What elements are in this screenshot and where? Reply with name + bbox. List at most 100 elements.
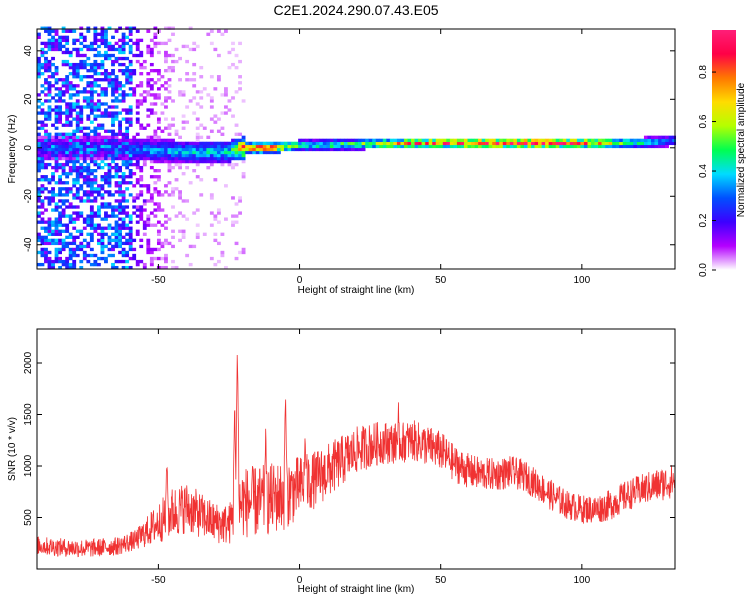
spectrogram-cell [178,238,182,243]
spectrogram-cell [104,175,108,179]
spectrogram-cell [114,150,119,155]
spectrogram-cell [118,126,122,130]
spectrogram-cell [93,262,98,267]
spectrogram-cell [414,144,419,149]
spectrogram-cell [636,138,641,143]
spectrogram-cell [372,144,377,149]
spectrogram-cell [188,156,193,161]
spectrogram-cell [622,141,627,146]
spectrogram-cell [195,90,200,94]
spectrogram-cell [485,141,489,146]
spectrogram-cell [86,165,91,170]
spectrogram-cell [139,190,144,194]
spectrogram-cell [135,232,140,236]
spectrogram-cell [111,253,115,258]
spectrogram-cell [566,144,571,149]
spectrogram-cell [114,132,119,136]
spectrogram-cell [114,138,119,143]
spectrogram-cell [51,56,55,61]
spectrogram-cell [319,138,324,143]
spectrogram-cell [167,126,172,130]
spectrogram-cell [351,138,355,143]
spectrogram-cell [513,138,518,143]
spectrogram-cell [365,141,369,146]
spectrogram-cell [47,259,52,264]
colorbar-label: Normalized spectral amplitude [736,82,747,217]
spectrogram-cell [89,147,94,152]
spectrogram-cell [100,226,105,230]
spectrogram-cell [156,153,161,158]
spectrogram-cell [146,247,151,252]
spectrogram-cell [149,87,154,91]
spectrogram-cell [432,144,437,149]
spectrogram-cell [93,38,98,43]
spectrogram-cell [135,41,140,46]
spectrogram-cell [389,141,394,146]
spectrogram-cell [82,99,87,103]
spectrogram-cell [164,41,168,46]
spectrogram-cell [61,238,66,243]
spectrogram-cell [75,187,80,191]
spectrogram-cell [118,144,122,149]
spectrogram-cell [128,120,133,124]
spectrogram-cell [93,175,98,179]
spectrogram-cell [72,62,77,67]
spectrogram-cell [185,153,190,158]
spectrogram-cell [174,153,179,158]
spectrogram-cell [100,159,105,164]
spectrogram-cell [520,144,525,149]
spectrogram-cell [156,141,161,146]
spectrogram-cell [139,156,144,161]
spectrogram-cell [135,144,140,149]
spectrogram-cell [164,153,168,158]
spectrogram-cell [471,141,475,146]
spectrogram-cell [107,214,112,218]
spectrogram-cell [354,138,359,143]
spectrogram-cell [238,81,242,85]
spectrogram-cell [181,150,186,155]
spectrogram-cell [86,99,91,103]
spectrogram-cell [40,250,45,255]
spectrogram-cell [164,238,168,243]
spectrogram-cell [153,153,158,158]
spectrogram-cell [79,169,84,173]
spectrogram-cell [386,138,391,143]
spectrogram-cell [661,138,666,143]
spectrogram-cell [79,129,84,133]
spectrogram-cell [619,144,624,149]
spectrogram-cell [181,126,186,130]
spectrogram-cell [209,156,214,161]
spectrogram-cell [86,156,91,161]
spectrogram-cell [135,205,140,209]
spectrogram-cell [51,193,55,197]
spectrogram-cell [61,81,66,85]
spectrogram-cell [160,141,165,146]
spectrogram-cell [146,90,151,94]
spectrogram-cell [75,211,80,215]
spectrogram-cell [79,162,84,167]
spectrogram-cell [156,178,161,182]
spectrogram-cell [54,223,59,227]
spectrogram-cell [82,135,87,139]
spectrogram-cell [287,147,292,152]
spectrogram-cell [333,144,338,149]
spectrogram-cell [453,144,458,149]
spectrogram-cell [65,114,70,118]
spectrogram-cell [93,105,98,109]
spectrogram-cell [107,178,112,182]
spectrogram-cell [100,238,105,243]
spectrogram-cell [149,78,154,82]
spectrogram-cell [128,75,133,79]
spectrogram-cell [118,156,122,161]
spectrogram-cell [153,190,158,194]
spectrogram-cell [114,172,119,176]
spectrogram-cell [61,141,66,146]
spectrogram-cell [224,153,228,158]
spectrogram-cell [51,156,55,161]
spectrogram-cell [156,159,161,164]
spectrogram-cell [167,69,172,73]
spectrogram-cell [86,29,91,33]
spectrogram-cell [361,138,366,143]
spectrogram-cell [220,153,225,158]
spectrogram-cell [65,190,70,194]
